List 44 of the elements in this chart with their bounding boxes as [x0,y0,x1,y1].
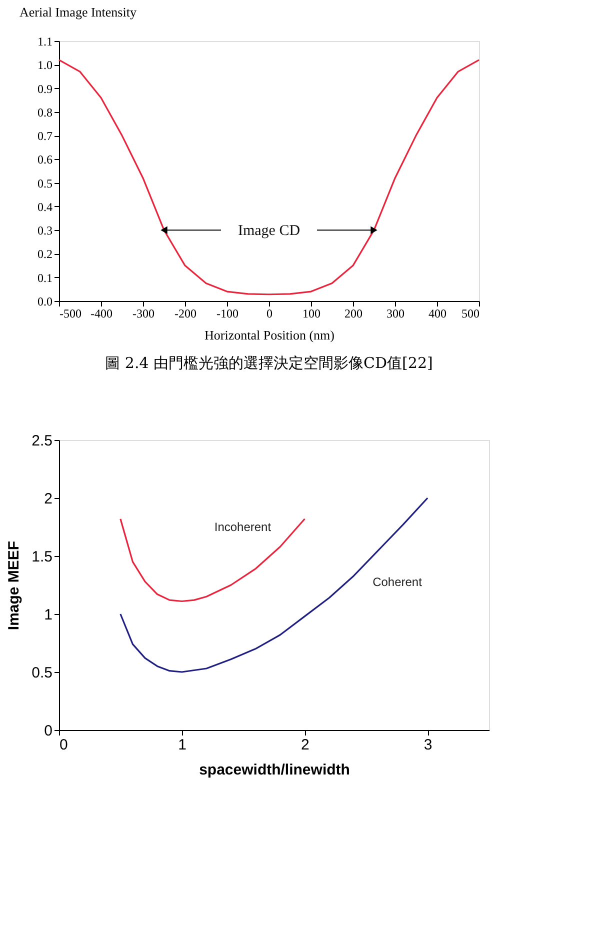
y-tick-label: 0.0 [38,294,52,308]
x-tick-label: 100 [302,306,320,320]
y-axis-title: Image MEEF [6,540,23,630]
y-tick-label: 0.4 [38,200,52,214]
x-tick-label: 3 [424,736,432,754]
x-tick-label: 400 [428,306,446,320]
series-label: Incoherent [214,520,272,534]
y-tick-label: 0.2 [38,247,52,262]
y-tick-label: 2.5 [32,432,52,450]
y-tick-label: 1.5 [32,548,52,566]
x-tick-label: -500 [60,306,82,320]
y-tick-label: 0 [44,722,52,740]
y-tick-label: 0.9 [38,82,52,96]
y-tick-label: 0.6 [38,152,52,167]
x-tick-label: -100 [216,306,238,320]
x-tick-label: -300 [132,306,154,320]
series-label: Coherent [372,575,423,589]
caption: 圖 2.4 由門檻光強的選擇決定空間影像CD值[22] [105,354,433,372]
ref-line-label: Image CD [238,223,300,240]
line-series [58,59,480,296]
x-tick-label: 2 [301,736,310,754]
y-tick-label: 0.1 [38,270,52,285]
line-series [120,497,428,673]
y-tick-label: 1 [44,606,52,624]
x-axis-title: Horizontal Position (nm) [204,328,334,342]
y-tick-label: 0.5 [32,664,52,682]
x-tick-label: 0 [60,736,68,754]
x-axis-title: spacewidth/linewidth [199,762,350,778]
x-tick-label: 300 [386,306,404,320]
x-tick-label: 0 [266,306,272,320]
x-tick-label: -200 [174,306,196,320]
x-tick-label: -400 [90,306,112,320]
x-tick-label: 200 [344,306,362,320]
y-tick-label: 0.5 [38,176,52,190]
x-tick-label: 1 [178,736,187,754]
y-tick-label: 0.3 [38,224,52,238]
y-axis-title: Aerial Image Intensity [20,4,137,20]
y-tick-label: 1.1 [38,34,52,48]
y-tick-label: 1.0 [38,58,52,72]
line-series [120,518,306,602]
y-tick-label: 0.7 [38,129,52,144]
y-tick-label: 2 [44,490,52,508]
x-tick-label: 500 [462,306,480,320]
y-tick-label: 0.8 [38,105,52,120]
